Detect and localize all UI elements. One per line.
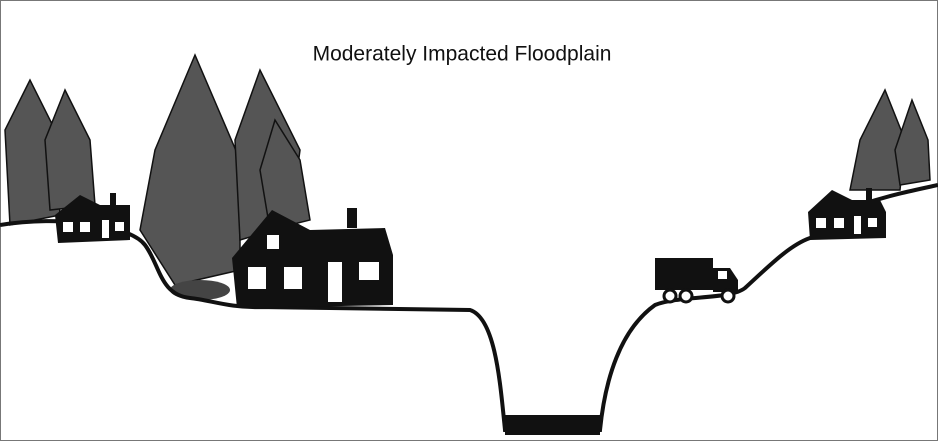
illustration: Moderately Impacted Floodplain — [0, 0, 938, 441]
title: Moderately Impacted Floodplain — [313, 43, 612, 66]
page: Moderately Impacted Floodplain — [0, 0, 938, 441]
channel-water — [505, 415, 600, 435]
